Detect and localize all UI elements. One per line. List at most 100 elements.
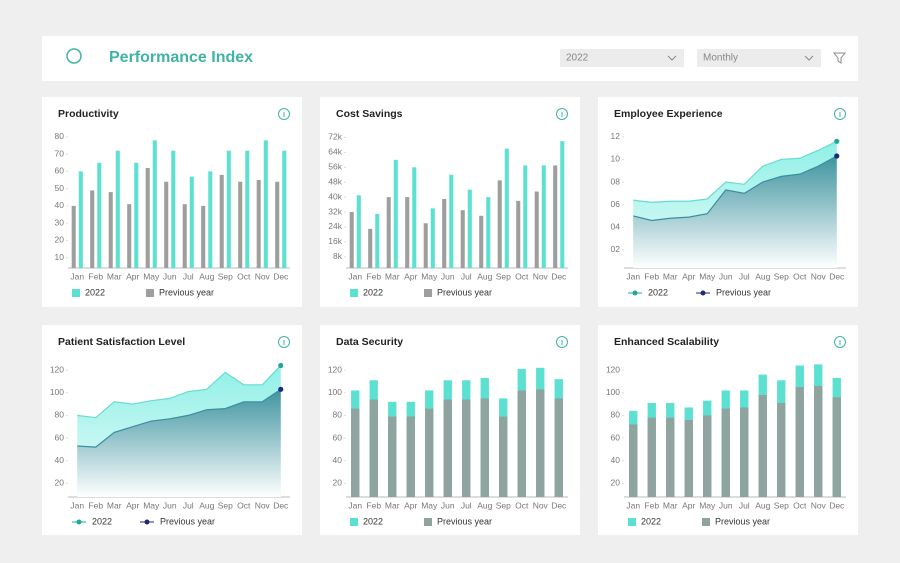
bar xyxy=(208,171,213,268)
panel-title: Cost Savings xyxy=(336,108,403,120)
y-tick-label: 72k xyxy=(328,132,342,142)
bar xyxy=(393,159,398,268)
x-tick-label: May xyxy=(699,271,716,281)
info-icon[interactable] xyxy=(278,336,290,348)
x-tick-label: Sep xyxy=(218,500,233,510)
bar xyxy=(406,416,415,497)
bar xyxy=(554,398,563,497)
chevron xyxy=(804,55,814,61)
info-icon[interactable] xyxy=(834,336,846,348)
bar xyxy=(134,162,139,268)
y-tick-label: 60 xyxy=(333,432,343,442)
x-tick-label: Feb xyxy=(88,500,103,510)
x-tick-label: Jan xyxy=(348,271,362,281)
info-icon[interactable] xyxy=(556,336,568,348)
bar xyxy=(460,210,465,268)
bar xyxy=(388,416,397,497)
x-tick-label: Oct xyxy=(793,271,807,281)
bar xyxy=(814,385,823,497)
legend-dot xyxy=(76,519,82,525)
bar xyxy=(430,208,435,268)
bar xyxy=(666,417,675,497)
y-tick-label: 40 xyxy=(611,455,621,465)
x-tick-label: Mar xyxy=(663,271,678,281)
end-point xyxy=(278,362,284,369)
x-tick-label: Sep xyxy=(496,500,511,510)
x-tick-label: Oct xyxy=(237,500,251,510)
period-dropdown[interactable] xyxy=(697,49,821,67)
x-tick-label: Feb xyxy=(366,271,381,281)
x-tick-label: Aug xyxy=(199,271,214,281)
legend-label: Previous year xyxy=(437,516,492,526)
x-tick-label: Mar xyxy=(107,500,122,510)
bar xyxy=(442,199,447,268)
bar xyxy=(263,140,268,268)
x-tick-label: May xyxy=(699,500,716,510)
x-tick-label: Jul xyxy=(183,500,194,510)
info-icon[interactable] xyxy=(834,108,846,120)
bar xyxy=(497,180,502,268)
legend-swatch xyxy=(350,518,358,526)
bar xyxy=(256,180,261,268)
legend-label: Previous year xyxy=(715,516,770,526)
legend-swatch xyxy=(702,518,710,526)
x-tick-label: Dec xyxy=(829,271,845,281)
x-tick-label: Jan xyxy=(626,500,640,510)
bar xyxy=(480,398,489,497)
info-icon[interactable] xyxy=(556,108,568,120)
x-tick-label: Jun xyxy=(719,271,733,281)
x-tick-label: Aug xyxy=(477,500,492,510)
y-tick-label: 60 xyxy=(611,432,621,442)
y-tick-label: 20 xyxy=(333,478,343,488)
filter-icon[interactable] xyxy=(832,52,847,64)
x-tick-label: Dec xyxy=(273,500,289,510)
x-tick-label: May xyxy=(421,271,438,281)
y-tick-label: 30 xyxy=(55,217,65,227)
panel-title: Data Security xyxy=(336,336,403,348)
x-tick-label: Jan xyxy=(626,271,640,281)
year-dropdown[interactable] xyxy=(560,49,684,67)
x-tick-label: Sep xyxy=(774,271,789,281)
x-tick-label: Apr xyxy=(404,500,417,510)
legend-label: Previous year xyxy=(159,287,214,297)
x-tick-label: Aug xyxy=(755,500,770,510)
x-tick-label: Nov xyxy=(255,271,271,281)
page-title: Performance Index xyxy=(109,49,253,66)
bar xyxy=(189,176,194,268)
bar xyxy=(703,415,712,497)
x-tick-label: Jan xyxy=(70,271,84,281)
x-tick-label: Jan xyxy=(348,500,362,510)
bar xyxy=(832,397,841,497)
x-tick-label: Jun xyxy=(163,500,177,510)
y-tick-label: 40 xyxy=(55,200,65,210)
x-tick-label: Apr xyxy=(404,271,417,281)
x-tick-label: Jun xyxy=(441,500,455,510)
legend-swatch xyxy=(146,289,154,297)
period-value: Monthly xyxy=(703,53,738,64)
y-tick-label: 12 xyxy=(611,131,621,141)
bar xyxy=(349,212,354,268)
y-tick-label: 08 xyxy=(611,176,621,186)
info-icon[interactable] xyxy=(278,108,290,120)
y-tick-label: 56k xyxy=(328,162,342,172)
y-tick-label: 80 xyxy=(55,131,65,141)
bar xyxy=(245,150,250,268)
bar xyxy=(275,181,280,268)
x-tick-label: Feb xyxy=(366,500,381,510)
bar xyxy=(517,390,526,497)
bar xyxy=(504,148,509,268)
x-tick-label: Apr xyxy=(126,500,139,510)
legend-label: Previous year xyxy=(160,516,215,526)
y-tick-label: 64k xyxy=(328,147,342,157)
end-point xyxy=(834,153,840,159)
x-tick-label: Mar xyxy=(107,271,122,281)
x-tick-label: Jun xyxy=(163,271,177,281)
legend-label: Previous year xyxy=(716,287,771,297)
y-tick-label: 100 xyxy=(50,387,64,397)
x-tick-label: Apr xyxy=(126,271,139,281)
x-tick-label: Nov xyxy=(811,271,827,281)
x-tick-label: May xyxy=(143,500,160,510)
y-tick-label: 80 xyxy=(55,410,65,420)
y-tick-label: 70 xyxy=(55,148,65,158)
